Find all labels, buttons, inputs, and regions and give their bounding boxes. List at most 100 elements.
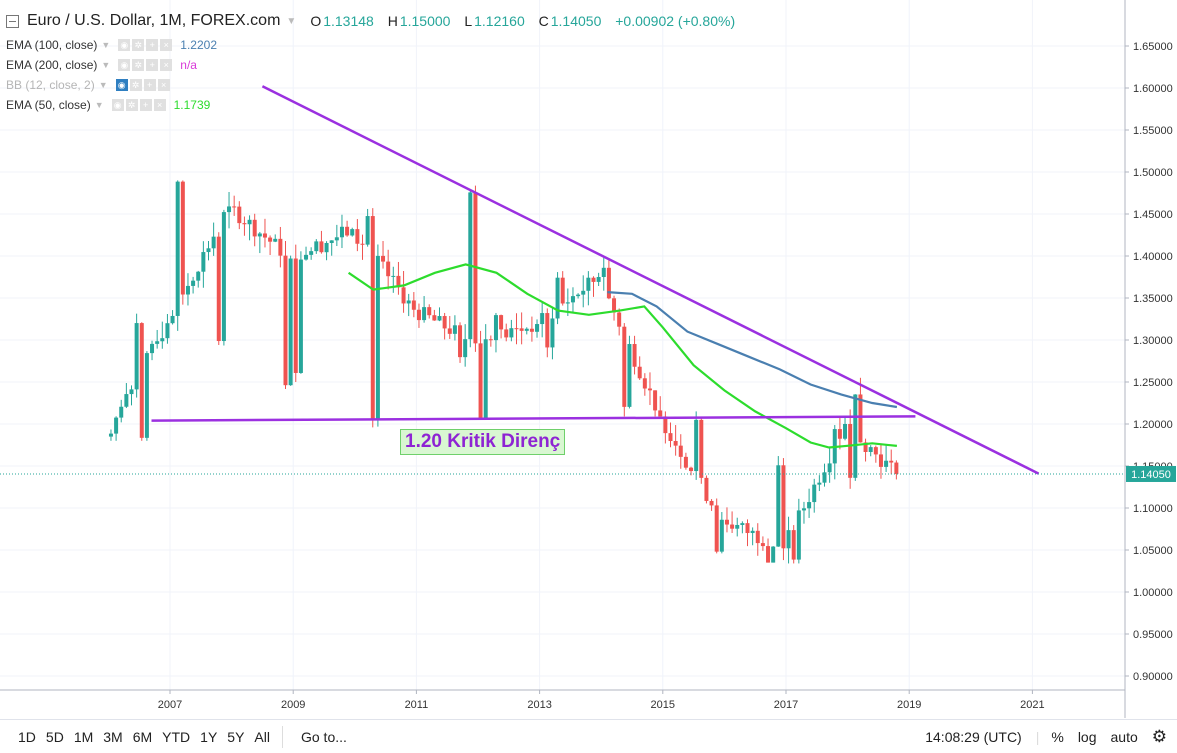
gear-icon[interactable]: ✲ xyxy=(125,99,138,111)
indicator-bb[interactable]: BB (12, close, 2) ▼ ◉ ✲ + × xyxy=(6,76,172,94)
collapse-legend-icon[interactable] xyxy=(6,14,19,28)
last-price-label: 1.14050 xyxy=(1126,465,1176,482)
low-value: 1.12160 xyxy=(474,13,525,29)
range-3m-button[interactable]: 3M xyxy=(103,728,123,745)
high-value: 1.15000 xyxy=(399,13,451,29)
add-icon[interactable]: + xyxy=(146,59,159,71)
candle-body xyxy=(606,267,611,299)
candle-body xyxy=(170,315,175,324)
candle-body xyxy=(499,315,504,330)
gear-icon[interactable]: ✲ xyxy=(132,39,145,51)
gear-icon[interactable]: ✲ xyxy=(129,79,142,91)
candle-body xyxy=(191,280,196,286)
candle-body xyxy=(570,296,575,303)
indicator-ema200[interactable]: EMA (200, close) ▼ ◉ ✲ + × n/a xyxy=(6,56,197,74)
candle-body xyxy=(719,519,724,552)
candle-body xyxy=(504,329,509,338)
candle-body xyxy=(319,241,324,253)
candle-body xyxy=(884,460,889,467)
range-1y-button[interactable]: 1Y xyxy=(200,728,218,745)
candle-body xyxy=(216,236,221,342)
candle-body xyxy=(750,530,755,534)
time-axis[interactable]: 2007 2009 2011 2013 2015 2017 2019 2021 xyxy=(158,690,1045,711)
indicator-ema100[interactable]: EMA (100, close) ▼ ◉ ✲ + × 1.2202 xyxy=(6,36,217,54)
chevron-down-icon[interactable]: ▼ xyxy=(101,60,111,70)
candle-body xyxy=(144,353,149,438)
chevron-down-icon[interactable]: ▼ xyxy=(98,80,108,90)
candle-body xyxy=(324,242,329,253)
chevron-down-icon[interactable]: ▼ xyxy=(286,15,297,27)
candle-body xyxy=(740,523,745,525)
annotation-label[interactable]: 1.20 Kritik Direnç xyxy=(400,429,566,455)
candle-body xyxy=(689,467,694,472)
candle-body xyxy=(514,328,519,330)
candle-body xyxy=(894,462,899,474)
candle-body xyxy=(227,206,232,213)
x-tick-label: 2011 xyxy=(405,699,429,711)
close-icon[interactable]: × xyxy=(160,59,173,71)
goto-date-button[interactable]: Go to... xyxy=(300,728,347,745)
eye-icon[interactable]: ◉ xyxy=(118,39,131,51)
indicator-ema50[interactable]: EMA (50, close) ▼ ◉ ✲ + × 1.1739 xyxy=(6,96,210,114)
eye-icon[interactable]: ◉ xyxy=(111,99,124,111)
add-icon[interactable]: + xyxy=(143,79,156,91)
candle-body xyxy=(447,328,452,334)
y-tick-label: 1.35000 xyxy=(1133,293,1173,305)
range-all-button[interactable]: All xyxy=(254,728,270,745)
range-1m-button[interactable]: 1M xyxy=(73,728,94,745)
gear-icon[interactable]: ✲ xyxy=(132,59,145,71)
range-5y-button[interactable]: 5Y xyxy=(227,728,245,745)
candle-body xyxy=(211,236,216,249)
open-label: O xyxy=(310,13,322,29)
range-1d-button[interactable]: 1D xyxy=(18,728,36,745)
eye-icon[interactable]: ◉ xyxy=(118,59,131,71)
candle-body xyxy=(560,277,565,304)
candle-body xyxy=(242,223,247,225)
candle-body xyxy=(488,339,493,341)
candle-body xyxy=(304,254,309,260)
auto-scale-button[interactable]: auto xyxy=(1110,728,1138,745)
symbol-title[interactable]: Euro / U.S. Dollar, 1M, FOREX.com xyxy=(27,12,281,29)
y-tick-label: 1.25000 xyxy=(1133,377,1173,389)
indicator-name: EMA (200, close) xyxy=(6,58,98,72)
candle-body xyxy=(848,424,853,478)
candle-body xyxy=(232,206,237,208)
candle-body xyxy=(483,339,488,418)
add-icon[interactable]: + xyxy=(146,39,159,51)
log-scale-button[interactable]: log xyxy=(1077,728,1097,745)
close-icon[interactable]: × xyxy=(157,79,170,91)
candle-body xyxy=(617,312,622,327)
candle-body xyxy=(119,406,124,418)
price-axis[interactable]: 1.65000 1.60000 1.55000 1.50000 1.45000 1.400… xyxy=(1125,41,1173,683)
chevron-down-icon[interactable]: ▼ xyxy=(94,100,104,110)
toolbar-divider: | xyxy=(1035,728,1040,745)
range-5d-button[interactable]: 5D xyxy=(45,728,64,745)
clock-time[interactable]: 14:08:29 (UTC) xyxy=(925,728,1022,745)
close-icon[interactable]: × xyxy=(153,99,166,111)
close-icon[interactable]: × xyxy=(160,39,173,51)
add-icon[interactable]: + xyxy=(139,99,152,111)
candle-body xyxy=(437,316,442,321)
indicator-name: BB (12, close, 2) xyxy=(6,78,95,92)
toolbar-right-group: 14:08:29 (UTC) | % log auto ⚙ xyxy=(925,720,1177,753)
candle-body xyxy=(771,546,776,563)
candle-body xyxy=(535,324,540,332)
candle-body xyxy=(776,465,781,547)
candle-body xyxy=(637,366,642,379)
y-tick-label: 1.55000 xyxy=(1133,125,1173,137)
gear-icon[interactable]: ⚙ xyxy=(1151,726,1167,746)
candle-body xyxy=(837,429,842,439)
candle-body xyxy=(755,530,760,544)
candle-body xyxy=(642,378,647,389)
range-6m-button[interactable]: 6M xyxy=(132,728,153,745)
eye-icon[interactable]: ◉ xyxy=(115,79,128,91)
percent-scale-button[interactable]: % xyxy=(1051,728,1064,745)
candle-body xyxy=(622,326,627,407)
candle-body xyxy=(781,465,786,549)
y-tick-label: 1.10000 xyxy=(1133,503,1173,515)
chevron-down-icon[interactable]: ▼ xyxy=(101,40,111,50)
range-ytd-button[interactable]: YTD xyxy=(162,728,191,745)
candle-body xyxy=(278,238,283,256)
candle-body xyxy=(704,477,709,501)
